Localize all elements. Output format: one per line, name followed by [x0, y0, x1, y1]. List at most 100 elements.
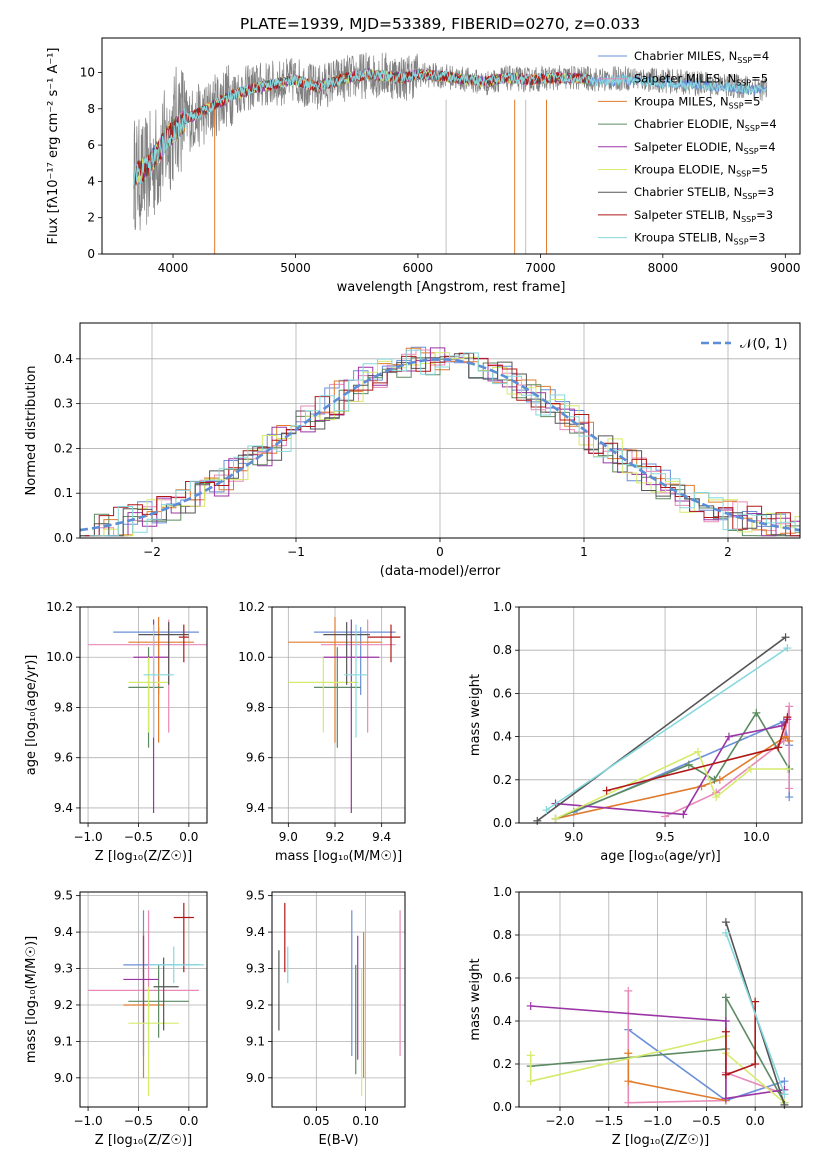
y-tick-label: 9.8 [54, 700, 73, 714]
y-tick-label: 0.0 [493, 1100, 512, 1114]
y-tick-label: 10.2 [238, 600, 265, 614]
y-tick-label: 9.4 [246, 925, 265, 939]
mass-weight-marker [751, 997, 760, 1006]
y-tick-label: 9.2 [246, 998, 265, 1012]
x-tick-label: −2 [143, 545, 161, 559]
x-axis-label: wavelength [Angstrom, rest frame] [337, 280, 566, 295]
x-tick-label: −1.5 [594, 1114, 623, 1128]
x-tick-label: 9.0 [564, 830, 583, 844]
mass-weight-marker [533, 816, 542, 825]
axes-frame [101, 37, 801, 255]
x-tick-label: 9.0 [279, 830, 298, 844]
mass-weight-line [536, 636, 787, 822]
legend-entry: Chabrier ELODIE, NSSP=4 [634, 117, 777, 133]
normal-curve [80, 357, 800, 532]
mass-weight-marker [781, 633, 790, 642]
axes-frame [79, 891, 208, 1108]
legend-entry: Salpeter STELIB, NSSP=3 [634, 208, 773, 224]
x-axis-label: age [log₁₀(age/yr)] [600, 849, 721, 864]
mass-weight-line [725, 1001, 756, 1076]
mass-weight-line [664, 706, 790, 818]
y-tick-label: 0.8 [493, 643, 512, 657]
y-tick-label: 9.6 [54, 751, 73, 765]
y-tick-label: 0.3 [54, 397, 73, 411]
residual-histogram-step [80, 357, 800, 537]
x-tick-label: −2.0 [545, 1114, 574, 1128]
x-tick-label: 8000 [648, 261, 679, 275]
mass-weight-marker [785, 784, 794, 793]
y-tick-label: 0.2 [493, 773, 512, 787]
y-axis-label: mass weight [468, 674, 483, 756]
mass-weight-marker [724, 732, 733, 741]
x-axis-label: mass [log₁₀(M/M☉)] [275, 849, 402, 864]
y-tick-label: 9.5 [246, 889, 265, 903]
y-tick-label: 4 [87, 174, 95, 188]
residual-histogram-step [80, 353, 800, 537]
x-tick-label: 0.0 [179, 1114, 198, 1128]
y-tick-label: 6 [87, 138, 95, 152]
y-tick-label: 0.6 [493, 971, 512, 985]
y-tick-label: 0.1 [54, 486, 73, 500]
x-tick-label: −0.5 [692, 1114, 721, 1128]
x-tick-label: 7000 [525, 261, 556, 275]
y-tick-label: 2 [87, 211, 95, 225]
x-tick-label: −0.5 [124, 1114, 153, 1128]
y-tick-label: 10.0 [46, 650, 73, 664]
x-tick-label: 0.0 [746, 1114, 765, 1128]
mass-weight-line [627, 1053, 727, 1102]
y-tick-label: 0.6 [493, 686, 512, 700]
legend-entry: Salpeter MILES, NSSP=5 [634, 72, 768, 88]
mass-weight-marker [693, 747, 702, 756]
mass-weight-marker [721, 1094, 730, 1103]
mass-weight-line [555, 750, 788, 820]
legend-entry: Chabrier MILES, NSSP=4 [634, 49, 769, 65]
page-title: PLATE=1939, MJD=53389, FIBERID=0270, z=0… [240, 15, 640, 33]
x-tick-label: −1 [287, 545, 305, 559]
mass-weight-marker [602, 786, 611, 795]
mass-weight-marker [752, 708, 761, 717]
mass-weight-marker [624, 986, 633, 995]
x-tick-label: 9000 [770, 261, 801, 275]
mass-weight-marker [721, 928, 730, 937]
x-tick-label: 1 [580, 545, 588, 559]
x-tick-label: 9.5 [656, 830, 675, 844]
mass-weight-marker [746, 765, 755, 773]
mass-weight-marker [624, 1077, 633, 1086]
y-axis-label: mass [log₁₀(M/M☉)] [24, 936, 39, 1063]
y-axis-label: Normed distribution [24, 366, 39, 496]
legend-entry: Kroupa ELODIE, NSSP=5 [634, 163, 768, 179]
axes-frame [518, 891, 803, 1108]
mass-weight-marker [721, 1017, 730, 1025]
mass-weight-marker [526, 1051, 535, 1060]
y-axis-label: Flux [fλ10⁻¹⁷ erg cm⁻² s⁻¹ A⁻¹] [46, 48, 61, 245]
x-tick-label: 0.10 [352, 1114, 379, 1128]
mass-weight-marker [712, 793, 721, 802]
mass-weight-marker [785, 702, 794, 711]
legend-entry: Salpeter ELODIE, NSSP=4 [634, 140, 776, 156]
x-axis-label: E(B-V) [318, 1133, 358, 1148]
mass-weight-line [545, 647, 788, 811]
y-tick-label: 9.8 [246, 700, 265, 714]
y-tick-label: 1.0 [493, 600, 512, 614]
y-tick-label: 10 [80, 65, 95, 79]
x-axis-label: Z [log₁₀(Z/Z☉)] [95, 849, 192, 864]
mass-weight-marker [551, 814, 560, 823]
y-tick-label: 0.0 [493, 816, 512, 830]
x-tick-label: 4000 [158, 261, 189, 275]
axes-frame [518, 606, 803, 824]
x-tick-label: 9.4 [372, 830, 391, 844]
mass-weight-marker [624, 1098, 633, 1107]
x-tick-label: 5000 [280, 261, 311, 275]
y-tick-label: 9.1 [54, 1034, 73, 1048]
mass-weight-marker [780, 1090, 789, 1099]
mass-weight-marker [783, 713, 792, 722]
x-tick-label: −0.5 [124, 830, 153, 844]
y-tick-label: 1.0 [493, 885, 512, 899]
x-tick-label: −1.0 [73, 1114, 102, 1128]
x-tick-label: −1.0 [643, 1114, 672, 1128]
mass-weight-marker [783, 644, 792, 653]
y-axis-label: age [log₁₀(age/yr)] [24, 655, 39, 776]
x-tick-label: 6000 [403, 261, 434, 275]
y-tick-label: 0.2 [493, 1057, 512, 1071]
mass-weight-marker [774, 743, 783, 752]
